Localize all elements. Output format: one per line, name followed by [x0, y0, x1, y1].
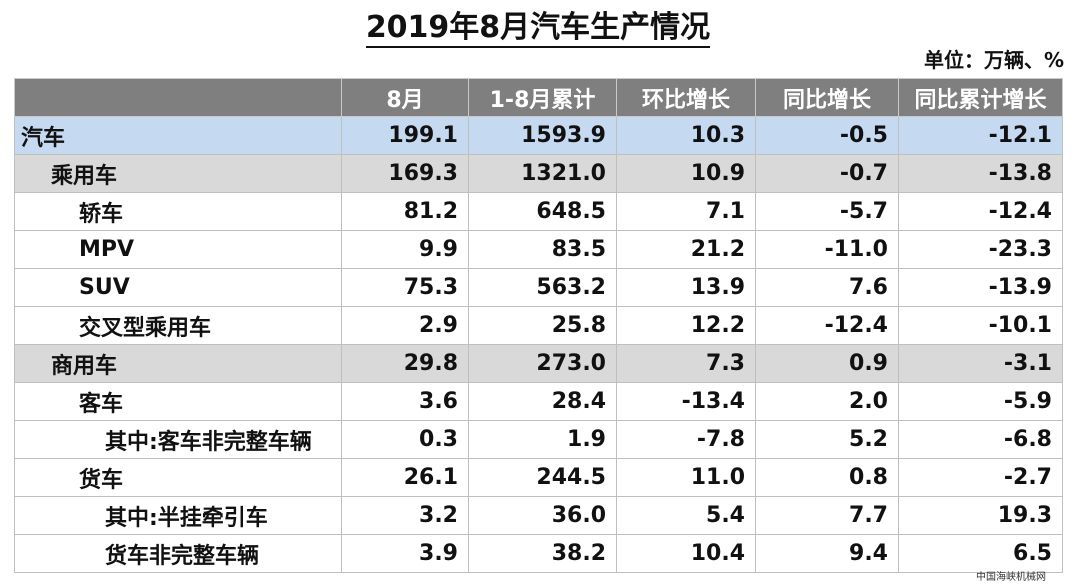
table-cell: 3.9: [341, 534, 469, 573]
table-cell: -13.9: [898, 268, 1063, 307]
table-cell: 28.4: [468, 382, 617, 421]
table-cell: 10.9: [616, 154, 756, 193]
table-cell: 83.5: [468, 230, 617, 269]
table-cell: -12.4: [898, 192, 1063, 231]
table-cell: 244.5: [468, 458, 617, 497]
table-cell: 2.0: [755, 382, 899, 421]
table-body: 汽车 199.1 1593.9 10.3 -0.5 -12.1 乘用车 169.3 1321.0…: [14, 116, 1063, 573]
table-cell: -3.1: [898, 344, 1063, 383]
production-table: 8月 1-8月累计 环比增长 同比增长 同比累计增长 汽车 199.1 1593.9…: [14, 78, 1063, 573]
table-row: 乘用车 169.3 1321.0 10.9 -0.7 -13.8: [14, 154, 1063, 193]
row-category-name: 乘用车: [14, 154, 342, 193]
table-cell: 273.0: [468, 344, 617, 383]
table-row: 商用车 29.8 273.0 7.3 0.9 -3.1: [14, 344, 1063, 383]
table-row: SUV 75.3 563.2 13.9 7.6 -13.9: [14, 268, 1063, 307]
table-cell: 0.9: [755, 344, 899, 383]
column-header-month: 8月: [341, 78, 469, 117]
table-cell: 25.8: [468, 306, 617, 345]
row-category-name: 其中:客车非完整车辆: [14, 420, 342, 459]
page-title-text: 2019年8月汽车生产情况: [365, 10, 711, 48]
column-header-category: [14, 78, 342, 117]
row-category-name: 其中:半挂牵引车: [14, 496, 342, 535]
table-cell: 81.2: [341, 192, 469, 231]
table-row: 其中:半挂牵引车 3.2 36.0 5.4 7.7 19.3: [14, 496, 1063, 535]
table-cell: -0.5: [755, 116, 899, 155]
table-cell: 12.2: [616, 306, 756, 345]
table-cell: -0.7: [755, 154, 899, 193]
table-row: MPV 9.9 83.5 21.2 -11.0 -23.3: [14, 230, 1063, 269]
table-cell: 10.4: [616, 534, 756, 573]
table-cell: 1593.9: [468, 116, 617, 155]
table-cell: -12.4: [755, 306, 899, 345]
table-cell: 199.1: [341, 116, 469, 155]
table-cell: 5.4: [616, 496, 756, 535]
table-cell: 10.3: [616, 116, 756, 155]
table-cell: 9.4: [755, 534, 899, 573]
table-cell: 1321.0: [468, 154, 617, 193]
table-cell: -5.7: [755, 192, 899, 231]
column-header-ytd: 1-8月累计: [468, 78, 617, 117]
table-cell: -13.8: [898, 154, 1063, 193]
table-cell: -12.1: [898, 116, 1063, 155]
column-header-mom: 环比增长: [616, 78, 756, 117]
table-cell: -23.3: [898, 230, 1063, 269]
table-row: 其中:客车非完整车辆 0.3 1.9 -7.8 5.2 -6.8: [14, 420, 1063, 459]
table-cell: 75.3: [341, 268, 469, 307]
row-category-name: 货车: [14, 458, 342, 497]
row-category-name: MPV: [14, 230, 342, 269]
table-cell: -5.9: [898, 382, 1063, 421]
table-row: 货车 26.1 244.5 11.0 0.8 -2.7: [14, 458, 1063, 497]
table-cell: 36.0: [468, 496, 617, 535]
table-cell: -11.0: [755, 230, 899, 269]
table-cell: -6.8: [898, 420, 1063, 459]
table-header-row: 8月 1-8月累计 环比增长 同比增长 同比累计增长: [14, 78, 1063, 117]
table-cell: -10.1: [898, 306, 1063, 345]
row-category-name: 客车: [14, 382, 342, 421]
table-cell: -7.8: [616, 420, 756, 459]
table-cell: 7.6: [755, 268, 899, 307]
table-row: 汽车 199.1 1593.9 10.3 -0.5 -12.1: [14, 116, 1063, 155]
table-cell: -13.4: [616, 382, 756, 421]
table-cell: 38.2: [468, 534, 617, 573]
table-cell: 6.5: [898, 534, 1063, 573]
table-row: 交叉型乘用车 2.9 25.8 12.2 -12.4 -10.1: [14, 306, 1063, 345]
page-title: 2019年8月汽车生产情况: [0, 2, 1076, 48]
row-category-name: SUV: [14, 268, 342, 307]
table-cell: 0.3: [341, 420, 469, 459]
table-cell: 11.0: [616, 458, 756, 497]
table-cell: 0.8: [755, 458, 899, 497]
table-cell: 2.9: [341, 306, 469, 345]
table-row: 客车 3.6 28.4 -13.4 2.0 -5.9: [14, 382, 1063, 421]
table-cell: 169.3: [341, 154, 469, 193]
row-category-name: 轿车: [14, 192, 342, 231]
table-cell: 9.9: [341, 230, 469, 269]
column-header-ytd-yoy: 同比累计增长: [898, 78, 1063, 117]
column-header-yoy: 同比增长: [755, 78, 899, 117]
row-category-name: 货车非完整车辆: [14, 534, 342, 573]
table-cell: -2.7: [898, 458, 1063, 497]
table-cell: 7.7: [755, 496, 899, 535]
row-category-name: 交叉型乘用车: [14, 306, 342, 345]
row-category-name: 商用车: [14, 344, 342, 383]
table-row: 货车非完整车辆 3.9 38.2 10.4 9.4 6.5: [14, 534, 1063, 573]
table-cell: 21.2: [616, 230, 756, 269]
table-cell: 1.9: [468, 420, 617, 459]
unit-label: 单位：万辆、%: [923, 48, 1064, 72]
watermark: 中国海峡机械网: [976, 572, 1046, 583]
table-row: 轿车 81.2 648.5 7.1 -5.7 -12.4: [14, 192, 1063, 231]
table-cell: 7.3: [616, 344, 756, 383]
table-cell: 29.8: [341, 344, 469, 383]
table-cell: 7.1: [616, 192, 756, 231]
table-cell: 648.5: [468, 192, 617, 231]
table-cell: 19.3: [898, 496, 1063, 535]
table-cell: 563.2: [468, 268, 617, 307]
table-cell: 5.2: [755, 420, 899, 459]
table-cell: 26.1: [341, 458, 469, 497]
table-cell: 3.6: [341, 382, 469, 421]
table-cell: 3.2: [341, 496, 469, 535]
row-category-name: 汽车: [14, 116, 342, 155]
table-cell: 13.9: [616, 268, 756, 307]
